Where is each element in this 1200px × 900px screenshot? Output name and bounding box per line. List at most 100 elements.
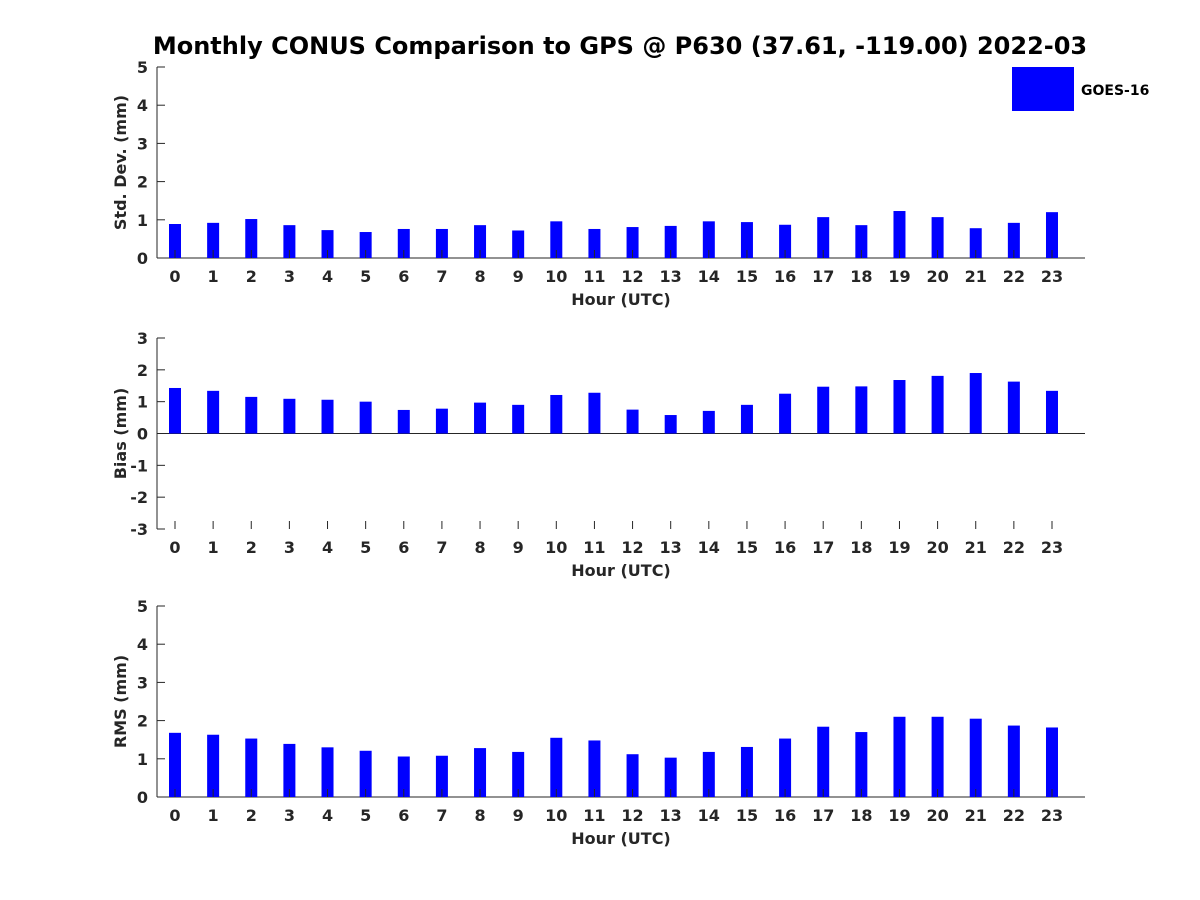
bar [1045, 212, 1058, 258]
bar [855, 225, 868, 258]
x-tick-label: 7 [436, 806, 447, 825]
x-tick-label: 22 [1003, 538, 1025, 557]
x-tick-label: 4 [322, 538, 333, 557]
y-tick-label: 5 [137, 58, 148, 77]
y-axis-label: Std. Dev. (mm) [111, 95, 130, 230]
y-tick-label: 1 [137, 393, 148, 412]
bar [1007, 725, 1020, 797]
x-tick-label: 10 [545, 267, 567, 286]
bar [855, 386, 868, 434]
bar [550, 394, 563, 434]
bar [283, 743, 296, 797]
legend: GOES-16 [1012, 67, 1149, 111]
x-axis-label: Hour (UTC) [571, 829, 671, 848]
bar [359, 232, 372, 258]
bar [588, 228, 601, 258]
x-tick-label: 6 [398, 267, 409, 286]
x-tick-label: 13 [660, 538, 682, 557]
bar [893, 716, 906, 797]
x-tick-label: 19 [888, 267, 910, 286]
x-tick-label: 11 [583, 806, 605, 825]
bar [397, 228, 410, 258]
bar [283, 398, 296, 434]
x-tick-label: 14 [698, 806, 720, 825]
x-tick-label: 8 [474, 267, 485, 286]
bar [1045, 390, 1058, 434]
x-tick-label: 9 [513, 806, 524, 825]
x-tick-label: 16 [774, 538, 796, 557]
x-tick-label: 10 [545, 538, 567, 557]
bar [893, 380, 906, 434]
y-tick-label: -3 [130, 520, 148, 539]
bar [740, 404, 753, 434]
x-tick-label: 2 [246, 267, 257, 286]
y-tick-label: 2 [137, 712, 148, 731]
bar [435, 755, 448, 797]
bar [817, 217, 830, 258]
x-tick-label: 11 [583, 538, 605, 557]
y-tick-label: 4 [137, 96, 148, 115]
bar [321, 747, 334, 797]
y-tick-label: 1 [137, 750, 148, 769]
bar [207, 734, 220, 797]
x-tick-label: 5 [360, 538, 371, 557]
x-tick-label: 22 [1003, 267, 1025, 286]
y-tick-label: 1 [137, 211, 148, 230]
bar [740, 222, 753, 258]
x-tick-label: 0 [169, 267, 180, 286]
x-tick-label: 10 [545, 806, 567, 825]
bar [550, 221, 563, 258]
legend-label: GOES-16 [1081, 83, 1149, 99]
bar [359, 750, 372, 797]
bar [474, 225, 487, 258]
x-tick-label: 23 [1041, 806, 1063, 825]
x-tick-label: 3 [284, 267, 295, 286]
bar [893, 211, 906, 258]
y-tick-label: 2 [137, 361, 148, 380]
bar [664, 757, 677, 797]
y-tick-label: 5 [137, 597, 148, 616]
x-tick-label: 1 [208, 806, 219, 825]
y-axis-label: RMS (mm) [111, 655, 130, 748]
bar [169, 387, 181, 434]
x-tick-label: 3 [284, 538, 295, 557]
x-tick-label: 5 [360, 806, 371, 825]
x-tick-label: 15 [736, 538, 758, 557]
x-tick-label: 6 [398, 538, 409, 557]
bar [969, 718, 982, 797]
x-tick-label: 4 [322, 806, 333, 825]
x-tick-label: 19 [888, 806, 910, 825]
bar [1045, 727, 1058, 797]
x-tick-label: 2 [246, 806, 257, 825]
bar [512, 230, 525, 258]
bar [474, 748, 487, 797]
x-tick-label: 6 [398, 806, 409, 825]
y-axis-label: Bias (mm) [111, 388, 130, 480]
x-tick-label: 12 [621, 267, 643, 286]
x-tick-label: 17 [812, 267, 834, 286]
x-tick-label: 21 [965, 806, 987, 825]
x-tick-label: 12 [621, 806, 643, 825]
y-tick-label: 0 [137, 249, 148, 268]
bar [817, 386, 830, 434]
bar [702, 221, 715, 258]
bar [779, 224, 792, 258]
x-tick-label: 23 [1041, 267, 1063, 286]
x-tick-label: 9 [513, 267, 524, 286]
x-tick-label: 3 [284, 806, 295, 825]
bar [512, 751, 525, 797]
bar [245, 738, 258, 797]
x-tick-label: 4 [322, 267, 333, 286]
x-tick-label: 20 [926, 806, 948, 825]
bar [969, 228, 982, 258]
x-tick-label: 11 [583, 267, 605, 286]
x-tick-label: 0 [169, 806, 180, 825]
bar [740, 746, 753, 797]
bar [550, 737, 563, 797]
x-tick-label: 1 [208, 267, 219, 286]
x-tick-label: 14 [698, 538, 720, 557]
bar [1007, 381, 1020, 434]
